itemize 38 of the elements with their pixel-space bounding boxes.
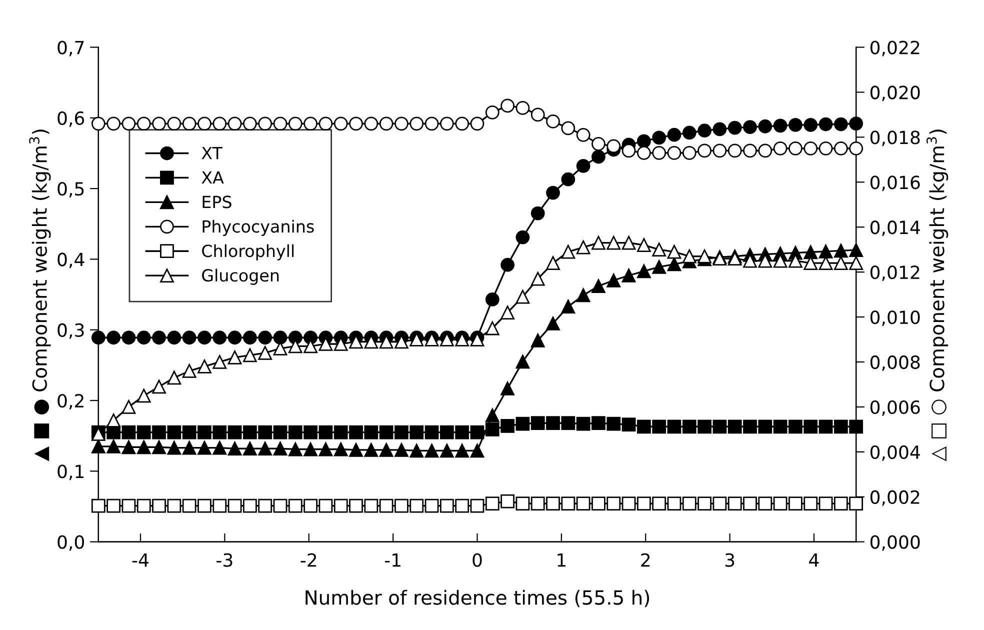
- legend-label: XT: [202, 146, 222, 160]
- y2-tick-label: 0,018: [870, 130, 920, 146]
- y2-tick-label: 0,004: [870, 445, 920, 461]
- y2-tick-label: 0,000: [870, 535, 920, 551]
- y-axis-title: ▲ ■ ● Component weight (kg/m$^{3}$): [29, 130, 51, 462]
- x-tick-label: 1: [558, 553, 566, 567]
- y2-tick-label: 0,012: [870, 266, 920, 282]
- x-tick-label: -4: [132, 553, 148, 567]
- x-tick-label: 2: [641, 553, 650, 567]
- x-tick-label: -2: [300, 553, 316, 567]
- x-axis-title: Number of residence times (55.5 h): [306, 590, 650, 608]
- y-tick-label: 0,6: [58, 111, 84, 127]
- x-tick-label: 0: [472, 553, 482, 567]
- x-tick-label: 4: [809, 553, 819, 567]
- y2-axis-title: △ □ ○ Component weight (kg/m$^{3}$): [926, 130, 948, 462]
- legend-label: EPS: [202, 196, 232, 208]
- y-tick-label: 0,0: [58, 535, 84, 551]
- y-tick-label: 0,2: [58, 394, 84, 410]
- legend-label: XA: [202, 171, 224, 184]
- x-tick-label: -3: [216, 553, 232, 567]
- y2-tick-label: 0,022: [870, 40, 920, 56]
- y2-tick-label: 0,008: [870, 355, 920, 371]
- y-tick-label: 0,3: [58, 323, 84, 339]
- x-tick-label: -1: [384, 553, 400, 567]
- y2-tick-label: 0,014: [870, 220, 920, 236]
- y2-tick-label: 0,016: [870, 176, 920, 192]
- legend-label: Glucogen: [202, 268, 279, 285]
- y-tick-label: 0,7: [58, 40, 84, 56]
- y2-tick-label: 0,002: [870, 490, 920, 506]
- legend-label: Phycocyanins: [202, 220, 314, 236]
- y2-tick-label: 0,006: [870, 400, 920, 416]
- legend-label: Chlorophyll: [202, 244, 294, 260]
- y2-tick-label: 0,010: [870, 310, 920, 326]
- y-tick-label: 0,5: [58, 182, 84, 198]
- y2-tick-label: 0,020: [870, 86, 920, 102]
- y-tick-label: 0,4: [58, 252, 84, 268]
- y-tick-label: 0,1: [58, 464, 84, 480]
- x-tick-label: 3: [725, 553, 734, 567]
